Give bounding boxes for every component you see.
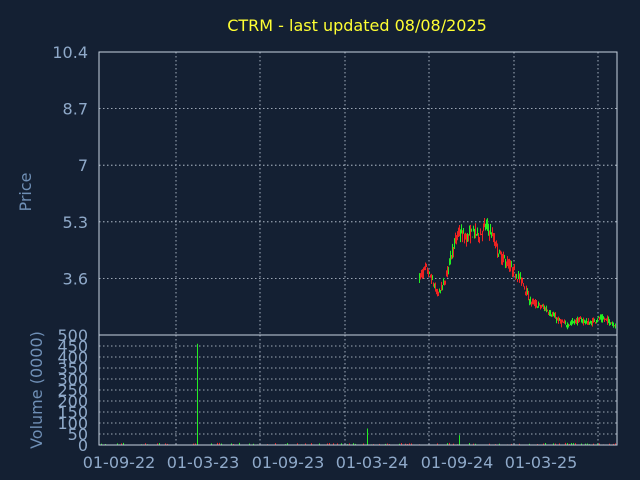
volume-tick-label: 450 bbox=[57, 337, 88, 356]
volume-tick-label: 200 bbox=[57, 392, 88, 411]
volume-axis-title: Volume (0000) bbox=[27, 331, 46, 449]
price-y-axis: 10.4 8.7 7 5.3 3.6 bbox=[52, 43, 88, 288]
volume-tick-label: 150 bbox=[57, 403, 88, 422]
volume-tick-label: 300 bbox=[57, 370, 88, 389]
volume-tick-label: 400 bbox=[57, 348, 88, 367]
price-axis-title: Price bbox=[16, 172, 35, 211]
price-candles bbox=[419, 217, 616, 330]
price-tick-label: 3.6 bbox=[63, 269, 88, 288]
price-tick-label: 7 bbox=[78, 156, 88, 175]
price-panel-frame bbox=[98, 51, 618, 336]
date-tick-label: 01-09-24 bbox=[421, 453, 494, 472]
volume-grid bbox=[99, 334, 617, 446]
price-tick-label: 10.4 bbox=[52, 43, 88, 62]
date-tick-label: 01-03-23 bbox=[167, 453, 240, 472]
volume-bars bbox=[101, 343, 616, 445]
price-tick-label: 8.7 bbox=[63, 100, 88, 119]
date-tick-label: 01-03-24 bbox=[336, 453, 409, 472]
volume-tick-label: 500 bbox=[57, 326, 88, 345]
price-grid bbox=[99, 51, 617, 335]
date-tick-label: 01-03-25 bbox=[505, 453, 578, 472]
volume-panel-frame bbox=[98, 334, 618, 446]
date-x-axis: 01-09-22 01-03-23 01-09-23 01-03-24 01-09-24… bbox=[83, 453, 578, 472]
volume-tick-label: 50 bbox=[68, 425, 88, 444]
volume-tick-label: 100 bbox=[57, 414, 88, 433]
volume-tick-label: 250 bbox=[57, 381, 88, 400]
date-tick-label: 01-09-23 bbox=[252, 453, 325, 472]
date-tick-label: 01-09-22 bbox=[83, 453, 156, 472]
volume-tick-label: 350 bbox=[57, 359, 88, 378]
price-tick-label: 5.3 bbox=[63, 213, 88, 232]
volume-tick-label: 0 bbox=[78, 436, 88, 455]
chart-title: CTRM - last updated 08/08/2025 bbox=[227, 16, 487, 35]
